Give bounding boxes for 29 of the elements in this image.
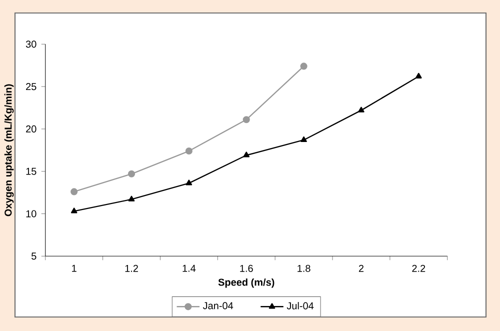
y-tick-label: 10 [26,210,36,218]
point [358,106,364,112]
y-tick-label: 25 [26,83,36,90]
x-tick-label: 1 [72,264,76,272]
point [300,136,307,142]
point [185,147,192,155]
point [243,152,250,158]
y-tick-label: 20 [26,125,36,133]
y-tick-label: 5 [32,252,36,260]
point [186,180,192,186]
x-tick-label: 1.8 [298,264,310,272]
point [70,188,78,196]
point [128,196,135,202]
point [70,208,78,214]
point [242,116,250,124]
point [300,62,308,70]
point [416,72,422,78]
legend-label: Jul-04 [286,302,314,310]
x-axis-title: Speed (m/s) [218,278,274,288]
y-axis-title: Oxygen uptake (mL/Kg/min) [4,84,14,216]
point [128,170,136,178]
x-tick-label: 1.6 [240,264,253,272]
x-tick-label: 2 [358,264,364,272]
x-tick-label: 1.4 [182,264,196,272]
y-tick-label: 15 [26,168,36,175]
y-tick-label: 30 [26,40,36,48]
x-tick-label: 2.2 [412,264,426,272]
x-tick-label: 1.2 [125,264,138,272]
legend-label: Jan-04 [202,302,234,310]
